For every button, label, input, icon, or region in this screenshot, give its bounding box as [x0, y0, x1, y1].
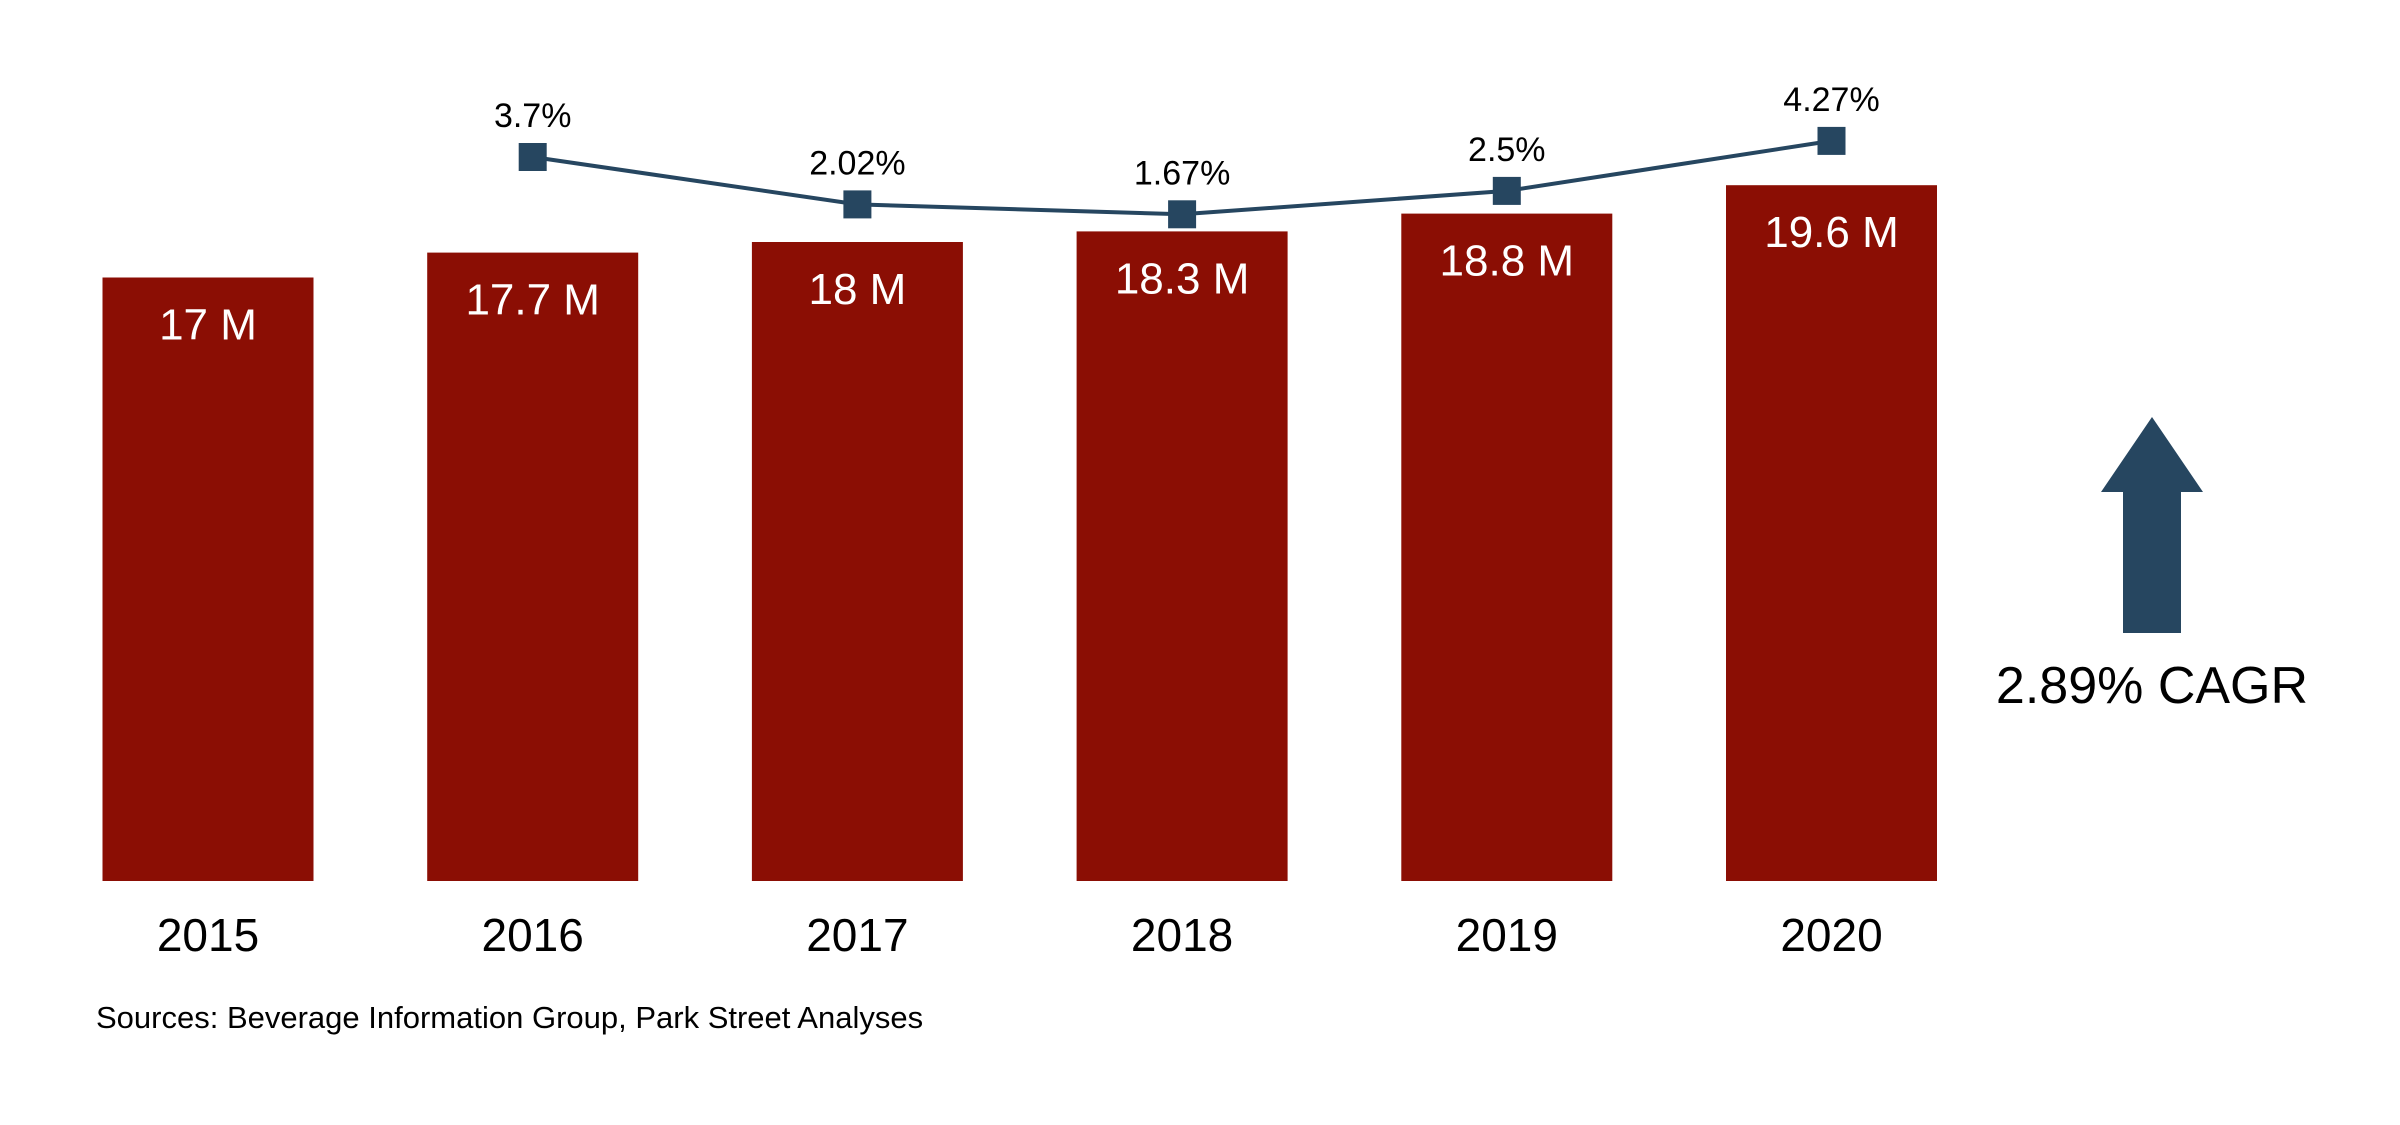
bar-2015 — [102, 277, 314, 881]
bar-2016 — [427, 252, 639, 882]
bar-2018 — [1076, 231, 1288, 881]
growth-marker-2017 — [843, 190, 872, 219]
x-tick-label-2020: 2020 — [1780, 909, 1882, 961]
growth-marker-2018 — [1168, 200, 1197, 229]
growth-marker-2019 — [1492, 176, 1521, 205]
growth-label-2017: 2.02% — [809, 144, 905, 182]
source-note: Sources: Beverage Information Group, Par… — [96, 1000, 924, 1035]
growth-label-2020: 4.27% — [1783, 81, 1879, 119]
labels-layer: 17 M 2015 17.7 M 2016 18 M 2017 18.3 M 2018 18.8… — [157, 81, 1899, 961]
up-arrow-icon — [2101, 417, 2203, 633]
x-tick-label-2015: 2015 — [157, 909, 259, 961]
x-tick-label-2018: 2018 — [1131, 909, 1233, 961]
growth-label-2019: 2.5% — [1468, 131, 1546, 169]
bar-value-label-2015: 17 M — [159, 301, 257, 350]
bars-layer — [102, 185, 1937, 882]
growth-label-2016: 3.7% — [494, 97, 572, 135]
cagr-label: 2.89% CAGR — [1996, 657, 2308, 715]
bar-2017 — [751, 242, 963, 881]
bar-value-label-2016: 17.7 M — [465, 276, 600, 325]
bar-value-label-2019: 18.8 M — [1440, 237, 1575, 286]
growth-label-2018: 1.67% — [1134, 154, 1230, 192]
bar-value-label-2018: 18.3 M — [1115, 254, 1250, 303]
cagr-annotation: 2.89% CAGR — [1996, 417, 2308, 715]
growth-marker-2020 — [1817, 126, 1846, 155]
x-tick-label-2016: 2016 — [482, 909, 584, 961]
x-tick-label-2017: 2017 — [806, 909, 908, 961]
growth-marker-2016 — [518, 143, 547, 171]
bar-2020 — [1726, 185, 1937, 881]
growth-line-layer — [518, 126, 1846, 229]
bar-2019 — [1401, 213, 1613, 882]
bar-value-label-2017: 18 M — [808, 265, 906, 314]
bar-value-label-2020: 19.6 M — [1764, 208, 1899, 257]
x-tick-label-2019: 2019 — [1456, 909, 1558, 961]
